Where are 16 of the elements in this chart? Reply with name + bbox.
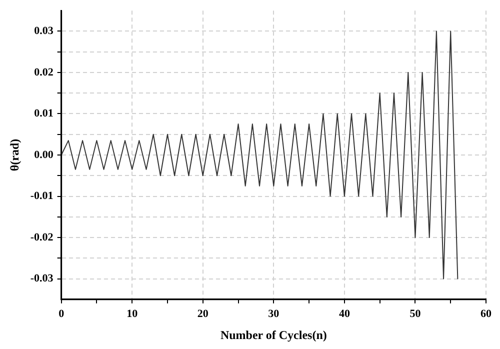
x-axis-title: Number of Cycles(n) bbox=[220, 328, 327, 342]
y-tick-label: 0.02 bbox=[34, 66, 54, 78]
x-tick-label: 0 bbox=[58, 308, 65, 320]
x-tick-label: 50 bbox=[410, 308, 422, 320]
x-tick-label: 30 bbox=[268, 308, 280, 320]
y-tick-label: -0.03 bbox=[30, 272, 54, 285]
y-tick-label: -0.02 bbox=[30, 231, 54, 244]
x-tick-label: 40 bbox=[338, 308, 350, 320]
y-tick-label: 0.01 bbox=[34, 108, 54, 120]
y-axis-title: θ(rad) bbox=[7, 138, 22, 172]
y-tick-label: 0.00 bbox=[34, 148, 54, 161]
y-tick-label: 0.03 bbox=[34, 25, 54, 38]
x-tick-label: 60 bbox=[480, 308, 492, 320]
x-tick-label: 20 bbox=[197, 308, 209, 320]
y-tick-label: -0.01 bbox=[30, 190, 54, 202]
x-tick-label: 10 bbox=[126, 308, 138, 320]
